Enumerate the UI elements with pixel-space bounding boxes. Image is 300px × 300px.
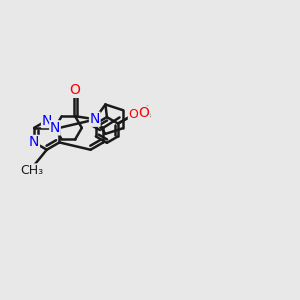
Text: N: N [50, 121, 60, 135]
Text: O: O [70, 83, 80, 97]
Text: N: N [90, 112, 100, 126]
Text: N: N [42, 114, 52, 128]
Text: N: N [29, 135, 39, 149]
Text: CH₃: CH₃ [20, 164, 44, 177]
Text: O: O [129, 108, 138, 121]
Text: O: O [139, 106, 149, 120]
Text: CH₃: CH₃ [128, 108, 152, 121]
